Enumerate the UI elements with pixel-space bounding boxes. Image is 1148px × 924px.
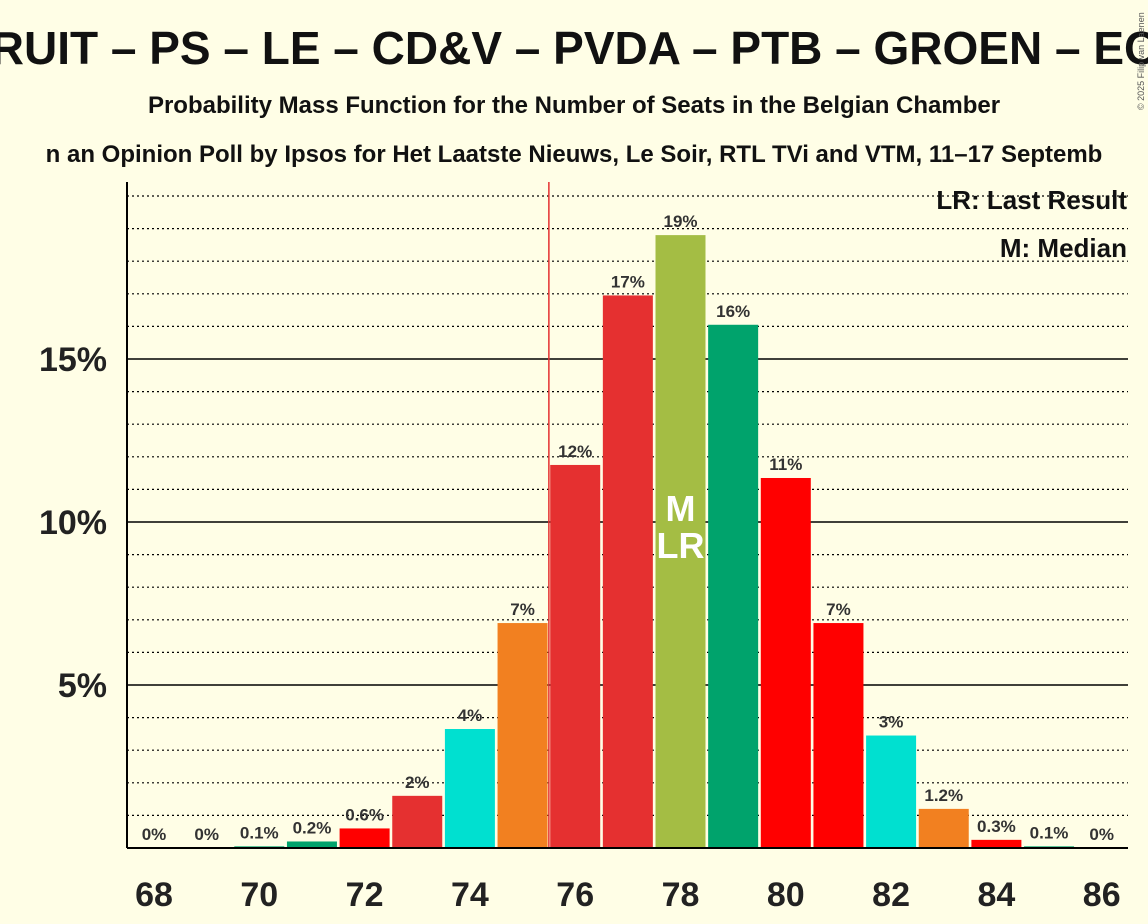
- bar-label-seat-76: 12%: [558, 442, 592, 461]
- bar-label-seat-75: 7%: [510, 600, 535, 619]
- bar-seat-80: [760, 477, 811, 848]
- y-tick-label: 10%: [39, 504, 107, 542]
- x-tick-label: 80: [767, 876, 805, 914]
- bar-seat-74: [444, 729, 495, 848]
- bar-label-seat-71: 0.2%: [293, 818, 332, 837]
- bar-label-seat-79: 16%: [716, 302, 750, 321]
- bar-seat-83: [918, 808, 969, 848]
- y-tick-label: 15%: [39, 341, 107, 379]
- bar-label-seat-77: 17%: [611, 272, 645, 291]
- bar-label-seat-86: 0%: [1089, 825, 1114, 844]
- x-tick-label: 78: [662, 876, 700, 914]
- bar-label-seat-70: 0.1%: [240, 823, 279, 842]
- last-result-marker: LR: [657, 525, 705, 566]
- bar-label-seat-82: 3%: [879, 713, 904, 732]
- chart-title: ORUIT – PS – LE – CD&V – PVDA – PTB – GR…: [0, 22, 1148, 74]
- bar-seat-77: [602, 295, 653, 848]
- bar-label-seat-78: 19%: [663, 212, 697, 231]
- x-tick-label: 70: [240, 876, 278, 914]
- bar-label-seat-69: 0%: [194, 825, 219, 844]
- bar-label-seat-68: 0%: [142, 825, 167, 844]
- y-axis-tick-labels: 5% 10% 15%: [39, 341, 107, 705]
- bar-seat-82: [866, 735, 917, 848]
- x-tick-label: 74: [451, 876, 489, 914]
- x-tick-label: 68: [135, 876, 173, 914]
- x-tick-label: 86: [1083, 876, 1121, 914]
- x-axis-tick-labels: 68 70 72 74 76 78 80 82 84 86: [135, 876, 1121, 914]
- bar-seat-81: [813, 623, 864, 848]
- x-tick-label: 84: [977, 876, 1015, 914]
- y-tick-label: 5%: [58, 667, 107, 705]
- legend-median: M: Median: [1000, 233, 1127, 263]
- x-tick-label: 72: [346, 876, 384, 914]
- copyright-notice: © 2025 Filip van Laenen: [1136, 12, 1146, 110]
- bar-seat-79: [708, 324, 759, 848]
- bar-seat-71: [286, 841, 337, 848]
- bar-label-seat-72: 0.6%: [345, 805, 384, 824]
- x-tick-label: 82: [872, 876, 910, 914]
- bar-seat-72: [339, 828, 390, 848]
- bar-label-seat-85: 0.1%: [1030, 823, 1069, 842]
- axes: [126, 182, 1128, 849]
- bar-label-seat-73: 2%: [405, 773, 430, 792]
- bar-seat-75: [497, 623, 548, 848]
- chart-subtitle-source: n an Opinion Poll by Ipsos for Het Laats…: [46, 141, 1103, 168]
- x-tick-label: 76: [556, 876, 594, 914]
- chart-subtitle: Probability Mass Function for the Number…: [148, 92, 1000, 119]
- median-last-result-markers: MLR: [657, 488, 705, 566]
- bar-label-seat-80: 11%: [769, 455, 802, 474]
- bars: [234, 235, 1075, 848]
- bar-labels: 0% 0% 0.1% 0.2% 0.6% 2% 4% 7% 12% 17% 19% 16% 11% 7% 3…: [142, 212, 1114, 844]
- bar-seat-84: [971, 839, 1022, 848]
- bar-label-seat-83: 1.2%: [924, 786, 963, 805]
- bar-label-seat-81: 7%: [826, 600, 851, 619]
- bar-label-seat-74: 4%: [458, 706, 483, 725]
- legend-last-result: LR: Last Result: [936, 185, 1127, 215]
- median-marker: M: [666, 488, 696, 529]
- bar-seat-73: [392, 795, 443, 848]
- bar-label-seat-84: 0.3%: [977, 817, 1016, 836]
- bar-seat-76: [550, 464, 601, 848]
- bar-seat-78: [655, 235, 706, 848]
